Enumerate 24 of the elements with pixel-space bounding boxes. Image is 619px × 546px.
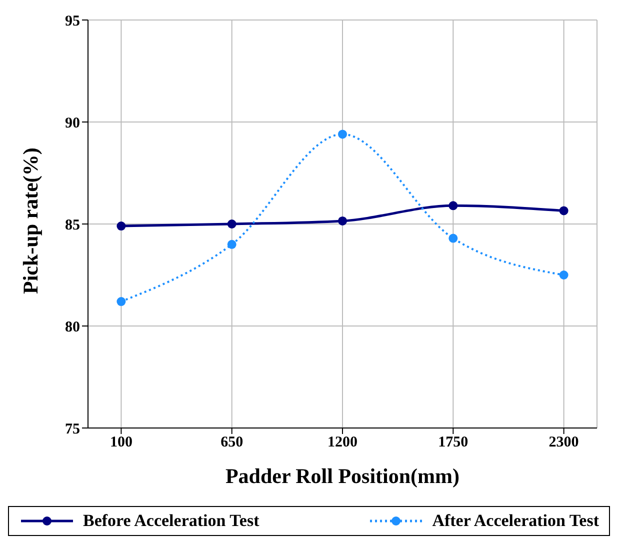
point <box>559 270 568 280</box>
y-tick-label: 85 <box>65 217 80 234</box>
legend-label: Before Acceleration Test <box>83 511 260 531</box>
y-tick-label: 90 <box>65 115 80 132</box>
point <box>448 234 458 243</box>
y-tick-label: 95 <box>65 13 80 30</box>
point <box>227 220 236 228</box>
y-axis-title: Pick-up rate(%) <box>18 148 42 294</box>
x-axis-title: Padder Roll Position(mm) <box>225 464 460 488</box>
point <box>338 216 347 226</box>
x-tick-label: 2300 <box>548 434 579 451</box>
point <box>448 201 458 210</box>
point <box>338 130 347 139</box>
x-tick-label: 650 <box>220 434 244 451</box>
x-tick-label: 1750 <box>438 434 468 451</box>
x-tick-label: 100 <box>110 434 132 451</box>
point <box>116 297 126 306</box>
point <box>116 222 126 231</box>
legend-label: After Acceleration Test <box>432 511 599 531</box>
x-tick-label: 1200 <box>328 434 358 451</box>
point <box>227 240 236 249</box>
y-tick-label: 80 <box>65 319 80 336</box>
point <box>559 206 568 216</box>
y-tick-label: 75 <box>65 421 80 438</box>
